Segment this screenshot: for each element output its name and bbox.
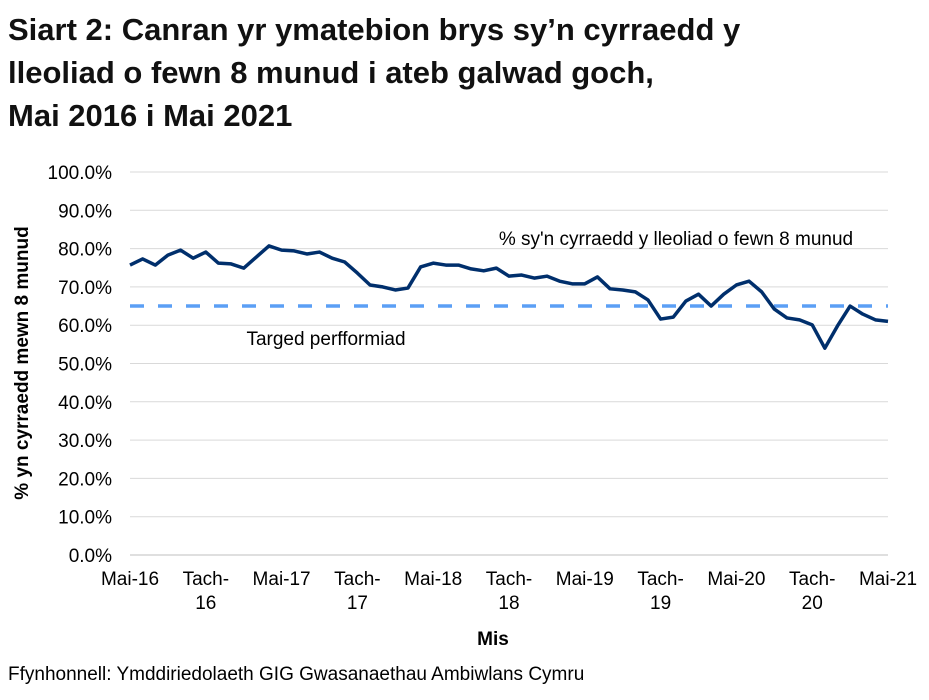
- series-label-target: Targed perfformiad: [246, 329, 405, 350]
- x-axis-label: Mis: [477, 629, 509, 650]
- x-tick-label: Tach-: [183, 569, 229, 590]
- x-tick-label: Mai-16: [101, 569, 159, 590]
- x-tick-label: Mai-19: [556, 569, 614, 590]
- x-tick-label: Tach-: [334, 569, 380, 590]
- x-tick-label: Mai-21: [859, 569, 917, 590]
- y-tick-label: 60.0%: [58, 316, 112, 337]
- y-tick-label: 30.0%: [58, 431, 112, 452]
- x-tick-label: 20: [802, 593, 823, 614]
- x-tick-label: 16: [195, 593, 216, 614]
- x-tick-label: 17: [347, 593, 368, 614]
- x-tick-label: 19: [650, 593, 671, 614]
- x-tick-label: Tach-: [637, 569, 683, 590]
- series-label-actual: % sy'n cyrraedd y lleoliad o fewn 8 munu…: [499, 229, 853, 250]
- y-tick-label: 40.0%: [58, 393, 112, 414]
- source-note: Ffynhonnell: Ymddiriedolaeth GIG Gwasana…: [8, 664, 585, 685]
- y-tick-label: 80.0%: [58, 240, 112, 261]
- y-tick-label: 10.0%: [58, 508, 112, 529]
- title-line: Mai 2016 i Mai 2021: [8, 98, 293, 133]
- x-tick-label: Tach-: [486, 569, 532, 590]
- y-tick-label: 70.0%: [58, 278, 112, 299]
- y-tick-label: 20.0%: [58, 469, 112, 490]
- y-tick-label: 50.0%: [58, 355, 112, 376]
- series-line-actual: [129, 244, 889, 350]
- y-tick-label: 0.0%: [69, 546, 112, 567]
- x-tick-label: 18: [498, 593, 519, 614]
- x-tick-label: Mai-20: [707, 569, 765, 590]
- y-axis-label: % yn cyrraedd mewn 8 munud: [12, 226, 33, 499]
- x-tick-label: Mai-18: [404, 569, 462, 590]
- x-tick-label: Tach-: [789, 569, 835, 590]
- y-tick-label: 90.0%: [58, 201, 112, 222]
- title-line: lleoliad o fewn 8 munud i ateb galwad go…: [8, 55, 654, 90]
- x-tick-label: Mai-17: [253, 569, 311, 590]
- chart-title: Siart 2: Canran yr ymatebion brys sy’n c…: [8, 8, 740, 137]
- y-tick-label: 100.0%: [48, 163, 113, 184]
- title-line: Siart 2: Canran yr ymatebion brys sy’n c…: [8, 12, 741, 47]
